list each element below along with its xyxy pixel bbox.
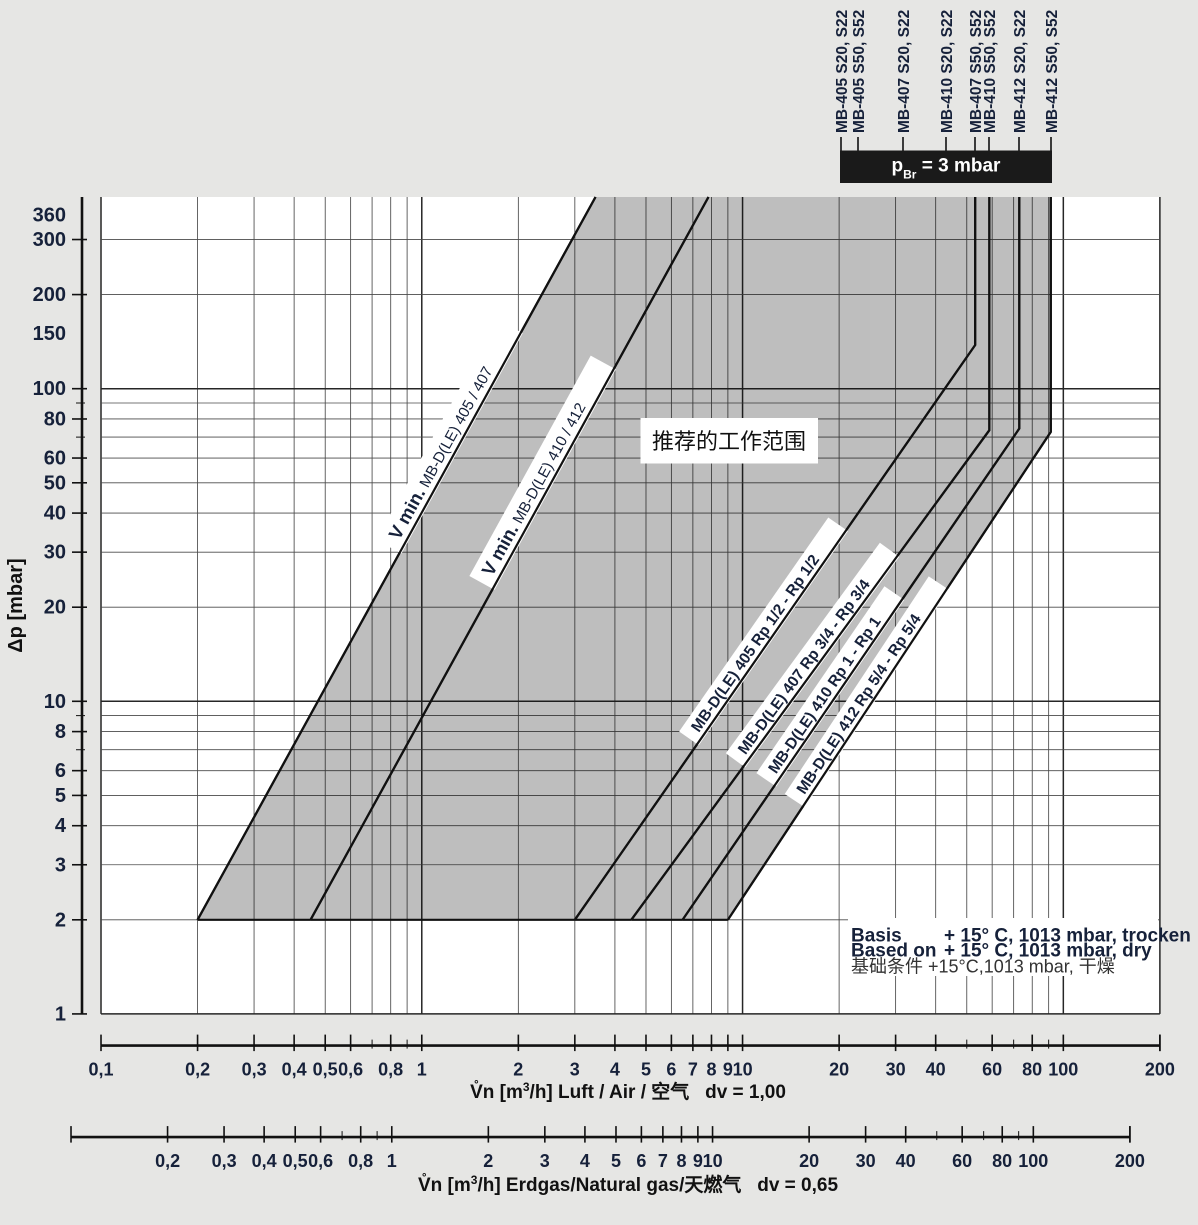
svg-text:推荐的工作范围: 推荐的工作范围 (652, 429, 806, 454)
svg-text:200: 200 (1115, 1151, 1145, 1171)
svg-text:1: 1 (55, 1003, 66, 1025)
svg-text:8: 8 (706, 1060, 716, 1080)
svg-text:3: 3 (570, 1060, 580, 1080)
svg-text:1: 1 (387, 1151, 397, 1171)
svg-text:6: 6 (636, 1151, 646, 1171)
svg-text:60: 60 (982, 1060, 1002, 1080)
svg-text:V̊n [m3/h] Erdgas/Natural gas/: V̊n [m3/h] Erdgas/Natural gas/天燃气 dv = 0… (418, 1173, 838, 1196)
svg-text:V̊n [m3/h] Luft / Air / 空气 d: V̊n [m3/h] Luft / Air / 空气 dv = 1,00 (470, 1080, 786, 1103)
svg-text:20: 20 (44, 597, 66, 619)
svg-text:20: 20 (799, 1151, 819, 1171)
svg-text:MB-405 S50, S52: MB-405 S50, S52 (851, 10, 868, 133)
svg-text:6: 6 (666, 1060, 676, 1080)
svg-text:60: 60 (952, 1151, 972, 1171)
svg-text:20: 20 (829, 1060, 849, 1080)
svg-text:9: 9 (693, 1151, 703, 1171)
svg-text:0,2: 0,2 (185, 1060, 210, 1080)
svg-text:0,1: 0,1 (88, 1060, 113, 1080)
svg-text:0,4: 0,4 (252, 1151, 277, 1171)
svg-text:60: 60 (44, 448, 66, 470)
svg-text:80: 80 (992, 1151, 1012, 1171)
svg-text:6: 6 (55, 760, 66, 782)
svg-text:80: 80 (44, 409, 66, 431)
svg-text:4: 4 (610, 1060, 620, 1080)
svg-text:0,2: 0,2 (155, 1151, 180, 1171)
svg-text:MB-410 S20, S22: MB-410 S20, S22 (939, 10, 956, 133)
svg-text:2: 2 (55, 909, 66, 931)
svg-text:40: 40 (896, 1151, 916, 1171)
svg-text:7: 7 (658, 1151, 668, 1171)
svg-text:200: 200 (33, 284, 66, 306)
svg-text:0,3: 0,3 (242, 1060, 267, 1080)
svg-text:50: 50 (44, 472, 66, 494)
svg-text:MB-412 S50, S52: MB-412 S50, S52 (1044, 10, 1061, 133)
svg-text:4: 4 (55, 815, 67, 837)
svg-text:MB-410 S50, S52: MB-410 S50, S52 (982, 10, 999, 133)
svg-text:MB-412 S20, S22: MB-412 S20, S22 (1012, 10, 1029, 133)
svg-text:7: 7 (688, 1060, 698, 1080)
svg-text:8: 8 (676, 1151, 686, 1171)
svg-text:40: 40 (926, 1060, 946, 1080)
svg-text:基础条件 +15°C,1013 mbar, 干燥: 基础条件 +15°C,1013 mbar, 干燥 (851, 957, 1115, 977)
svg-text:80: 80 (1022, 1060, 1042, 1080)
svg-text:0,8: 0,8 (348, 1151, 373, 1171)
svg-text:0,6: 0,6 (338, 1060, 363, 1080)
svg-text:10: 10 (733, 1060, 753, 1080)
svg-text:8: 8 (55, 721, 66, 743)
svg-text:3: 3 (540, 1151, 550, 1171)
svg-text:9: 9 (723, 1060, 733, 1080)
svg-text:0,4: 0,4 (282, 1060, 307, 1080)
svg-text:40: 40 (44, 503, 66, 525)
svg-text:0,8: 0,8 (378, 1060, 403, 1080)
svg-text:150: 150 (33, 323, 66, 345)
svg-text:30: 30 (856, 1151, 876, 1171)
svg-text:1: 1 (417, 1060, 427, 1080)
svg-text:10: 10 (703, 1151, 723, 1171)
svg-text:5: 5 (611, 1151, 621, 1171)
svg-text:100: 100 (1048, 1060, 1078, 1080)
svg-text:Δp [mbar]: Δp [mbar] (5, 558, 27, 652)
svg-text:200: 200 (1145, 1060, 1175, 1080)
svg-text:MB-407 S20, S22: MB-407 S20, S22 (896, 10, 913, 133)
svg-text:30: 30 (44, 542, 66, 564)
svg-text:0,3: 0,3 (212, 1151, 237, 1171)
svg-text:2: 2 (513, 1060, 523, 1080)
svg-text:0,5: 0,5 (283, 1151, 308, 1171)
svg-text:0,6: 0,6 (308, 1151, 333, 1171)
svg-text:30: 30 (886, 1060, 906, 1080)
svg-text:2: 2 (483, 1151, 493, 1171)
svg-text:0,5: 0,5 (313, 1060, 338, 1080)
svg-text:5: 5 (641, 1060, 651, 1080)
svg-text:100: 100 (1018, 1151, 1048, 1171)
svg-text:3: 3 (55, 854, 66, 876)
svg-text:5: 5 (55, 785, 66, 807)
svg-text:300: 300 (33, 229, 66, 251)
svg-text:100: 100 (33, 378, 66, 400)
svg-text:360: 360 (33, 204, 66, 226)
svg-text:10: 10 (44, 691, 66, 713)
svg-text:MB-405 S20, S22: MB-405 S20, S22 (834, 10, 851, 133)
svg-text:4: 4 (580, 1151, 590, 1171)
